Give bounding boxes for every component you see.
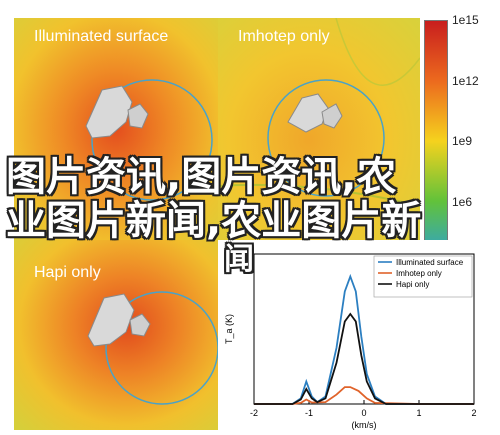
x-tick-label: 0 [361, 408, 366, 418]
colorbar-tick-label: 1e6 [452, 194, 473, 209]
colorbar-tick-label: 1e15 [452, 13, 479, 27]
panel-title: Imhotep only [238, 28, 330, 45]
x-tick-label: 1 [416, 408, 421, 418]
panel-title: Hapi only [34, 264, 101, 281]
series-line [254, 312, 474, 405]
legend-label: Imhotep only [396, 269, 442, 278]
y-axis-label: T_a (K) [224, 314, 234, 344]
map-imhotep-only: Imhotep only [218, 18, 420, 240]
map-illuminated-surface-image [14, 18, 218, 240]
legend-label: Illuminated surface [396, 258, 464, 267]
colorbar [424, 20, 448, 262]
map-illuminated-surface: Illuminated surface [14, 18, 218, 240]
series-line [254, 386, 474, 405]
x-tick-label: -1 [305, 408, 313, 418]
colorbar-tick-label: 1e9 [452, 134, 473, 148]
legend-label: Hapi only [396, 280, 429, 289]
legend-box [373, 255, 473, 298]
x-tick-label: 2 [471, 408, 476, 418]
panel-title: Illuminated surface [34, 28, 169, 45]
series-line [254, 273, 474, 405]
map-imhotep-only-image [218, 18, 420, 240]
colorbar-tick-label: 1e12 [452, 73, 479, 88]
map-hapi-only-image [14, 240, 218, 430]
map-hapi-only: Hapi only [14, 240, 218, 430]
line-chart: -2 -1 0 1 2 (km/s) T_a (K) Illuminated surface I… [218, 240, 486, 430]
x-axis-label: (km/s) [352, 420, 377, 430]
x-tick-label: -2 [250, 408, 258, 418]
